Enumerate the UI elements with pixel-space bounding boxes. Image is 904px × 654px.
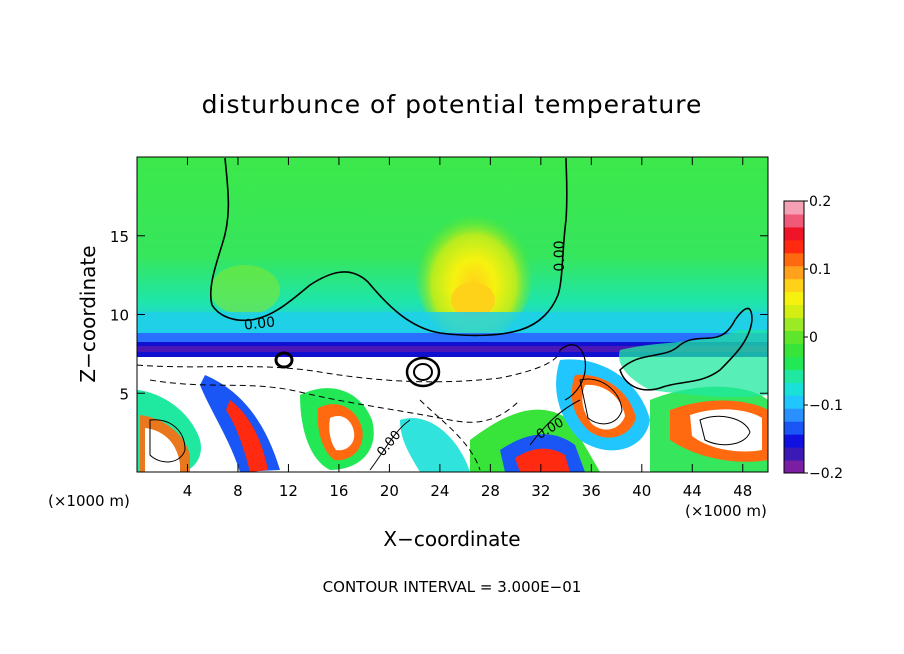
purple-band	[137, 346, 768, 352]
colorbar-swatch	[784, 304, 804, 319]
contour-cluster-c	[413, 363, 433, 381]
colorbar-swatch	[784, 460, 804, 474]
x-tick-label: 44	[683, 482, 702, 500]
colorbar-swatch	[784, 265, 804, 280]
contour-interval-note: CONTOUR INTERVAL = 3.000E−01	[323, 578, 582, 596]
contour-lower-1	[137, 349, 561, 383]
colorbar-swatch	[784, 239, 804, 254]
x-tick-label: 20	[380, 482, 399, 500]
colorbar-swatch	[784, 395, 804, 409]
colorbar-tick-label: 0	[809, 330, 818, 346]
lower-eddy-1-inner	[145, 428, 180, 472]
colorbar-tick-label: 0.1	[809, 262, 831, 278]
colorbar-frame	[783, 200, 805, 474]
contour-lower-3	[419, 399, 481, 471]
x-tick-label: 36	[582, 482, 601, 500]
lower-eddy-4	[400, 418, 470, 472]
contour-eddy-a	[149, 419, 186, 463]
x-unit-right: (×1000 m)	[685, 502, 767, 520]
lower-eddy-3-inner	[329, 415, 355, 451]
colorbar-swatch	[784, 330, 804, 344]
contour-eddy-b	[579, 378, 623, 425]
colorbar-swatch	[784, 291, 804, 306]
colorbar-swatch	[784, 226, 804, 241]
x-tick-label: 48	[733, 482, 752, 500]
colorbar-tick-label: −0.1	[809, 398, 843, 414]
colorbar-swatch	[784, 252, 804, 267]
colorbar-swatch	[784, 317, 804, 332]
colorbar: 0.2 0.1 0 −0.1 −0.2	[784, 194, 843, 482]
x-tick-label: 8	[233, 482, 243, 500]
colorbar-swatch	[784, 356, 804, 370]
y-axis: 5 10 15	[110, 228, 768, 403]
x-tick-label: 12	[279, 482, 298, 500]
x-axis: 4 8 12 16 20 24 28 32 36 40 44 48	[183, 157, 752, 500]
right-eddies	[619, 330, 768, 398]
colorbar-swatch	[784, 421, 804, 435]
colorbar-swatch	[784, 343, 804, 357]
x-tick-label: 16	[329, 482, 348, 500]
colorbar-swatch	[784, 434, 804, 448]
chart-title: disturbunce of potential temperature	[202, 90, 703, 119]
colorbar-swatch	[784, 369, 804, 383]
contour-zero-upper	[209, 157, 568, 337]
colorbar-swatch	[784, 213, 804, 228]
colorbar-tick-label: 0.2	[809, 194, 831, 210]
x-tick-label: 40	[632, 482, 651, 500]
x-tick-label: 24	[430, 482, 449, 500]
colorbar-swatch	[784, 447, 804, 461]
cold-band	[137, 333, 768, 343]
x-tick-label: 32	[531, 482, 550, 500]
contour-lower-5	[529, 399, 581, 446]
heatmap-field: 0.00 0.00 0.00 0.00	[137, 157, 768, 472]
warm-patch	[210, 265, 280, 315]
colorbar-swatch	[784, 382, 804, 396]
y-axis-label: Z−coordinate	[76, 245, 100, 382]
x-tick-label: 28	[481, 482, 500, 500]
colorbar-tick-label: −0.2	[809, 466, 843, 482]
contour-cluster-right	[619, 307, 753, 391]
y-tick-label: 15	[110, 228, 129, 246]
cyan-layer	[137, 312, 768, 334]
contour-label-1: 0.00	[243, 314, 276, 333]
x-axis-label: X−coordinate	[383, 527, 520, 551]
colorbar-swatch	[784, 278, 804, 293]
y-tick-label: 10	[110, 307, 129, 325]
colorbar-swatch	[784, 201, 804, 215]
contour-eddy-c	[699, 416, 751, 446]
y-tick-label: 5	[119, 385, 129, 403]
lower-eddy-2-core	[226, 400, 268, 472]
lower-eddy-6-inner	[582, 384, 625, 430]
contour-label-2: 0.00	[552, 240, 568, 271]
warm-core	[414, 200, 534, 340]
hot-spot	[451, 282, 495, 318]
contour-cluster-b	[405, 356, 441, 388]
contour-lower-2	[149, 379, 521, 423]
lower-eddy-5-inner	[515, 448, 570, 472]
colorbar-swatch	[784, 408, 804, 422]
x-tick-label: 4	[183, 482, 193, 500]
contour-cluster-a	[274, 351, 294, 369]
contour-lower-4	[369, 419, 411, 471]
contour-cluster-right-2	[559, 344, 587, 401]
x-unit-left: (×1000 m)	[48, 492, 130, 510]
